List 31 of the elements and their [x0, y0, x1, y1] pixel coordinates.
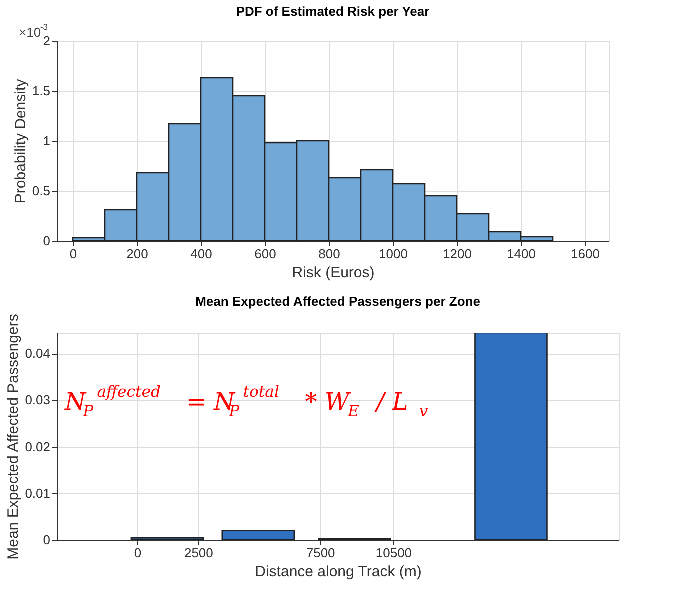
- x-tick-label: 0: [134, 546, 142, 560]
- x-tick-label: 10500: [376, 546, 412, 560]
- x-tick-label: 0: [70, 246, 78, 262]
- x-tick-label: 400: [190, 246, 212, 262]
- y-tick-label: 1.5: [32, 84, 50, 98]
- y-tick-label: 0.01: [25, 486, 50, 501]
- y-tick-label: 0.5: [32, 184, 50, 198]
- y-tick-label: 0: [43, 532, 50, 548]
- bar: [222, 530, 296, 540]
- x-tick-label: 2500: [184, 546, 214, 560]
- x-tick-label: 1200: [443, 246, 472, 262]
- y-tick-label: 0.03: [25, 392, 50, 408]
- y-tick-label: 0.04: [25, 346, 50, 362]
- x-tick-label: 1400: [507, 246, 536, 262]
- x-tick-label: 600: [254, 246, 276, 262]
- x-tick-label: 7500: [306, 546, 336, 560]
- y-axis-title: Mean Expected Affected Passengers: [5, 314, 22, 560]
- y-tick-label: 0: [43, 234, 50, 248]
- x-tick-label: 800: [318, 246, 340, 262]
- x-tick-label: 200: [126, 246, 148, 262]
- y-axis-title: Probability Density: [12, 78, 30, 204]
- chart-title: PDF of Estimated Risk per Year: [236, 4, 430, 20]
- x-tick-label: 1000: [379, 246, 408, 262]
- y-tick-label: 1: [43, 134, 50, 148]
- x-axis-title: Distance along Track (m): [255, 564, 422, 580]
- y-tick-label: 0.02: [25, 439, 50, 454]
- x-axis-title: Risk (Euros): [292, 264, 375, 282]
- y-tick-label: 2: [43, 34, 50, 48]
- bar: [474, 333, 548, 540]
- chart-title: Mean Expected Affected Passengers per Zone: [196, 294, 480, 310]
- x-tick-label: 1600: [571, 246, 600, 262]
